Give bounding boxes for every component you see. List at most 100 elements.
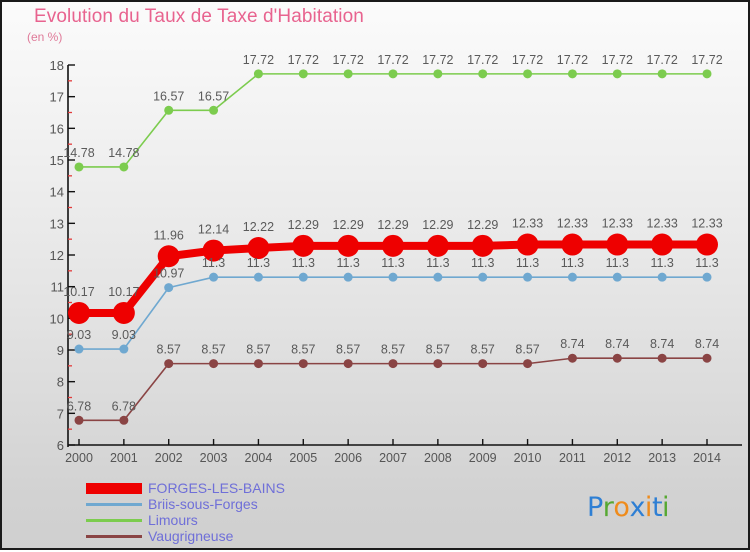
series-point [523,272,533,282]
series-point [657,272,667,282]
series-point [382,234,404,257]
page-title: Evolution du Taux de Taxe d'Habitation [34,6,364,27]
chart-units-label: (en %) [27,30,63,44]
y-axis-tick-label: 13 [50,216,64,231]
series-value-label: 8.57 [246,343,270,357]
series-value-label: 6.78 [67,399,91,413]
series-value-label: 17.72 [691,53,722,67]
legend-item-3[interactable]: Vaugrigneuse [86,528,446,544]
legend-item-label: Briis-sous-Forges [148,495,258,512]
series-point [702,353,712,363]
series-value-label: 9.03 [112,328,136,342]
legend-swatch [86,482,142,494]
series-value-label: 8.57 [157,343,181,357]
y-axis-tick-label: 16 [50,121,64,136]
series-point [68,301,90,324]
series-value-label: 16.57 [198,89,229,103]
series-value-label: 8.57 [381,343,405,357]
series-point [209,272,219,282]
y-axis-tick-label: 7 [57,406,64,421]
series-value-label: 12.33 [647,217,678,231]
series-point [343,272,353,282]
y-axis-tick-label: 14 [50,185,64,200]
series-point [253,272,263,282]
series-point [523,69,533,79]
y-axis-tick-label: 6 [57,438,64,453]
logo-letter-6: i [662,492,670,523]
series-value-label: 10.17 [63,285,94,299]
legend-item-0[interactable]: FORGES-LES-BAINS [86,480,446,496]
x-axis-tick-label: 2010 [514,451,542,465]
logo-letter-0: P [587,492,603,523]
series-point [298,272,308,282]
series-point [696,233,718,256]
series-point [567,353,577,363]
series-point [164,105,174,115]
series-value-label: 16.57 [153,89,184,103]
series-value-label: 12.33 [557,217,588,231]
y-axis-tick-label: 11 [51,280,65,295]
series-value-label: 10.17 [108,285,139,299]
series-point [112,301,135,324]
series-point [298,69,308,79]
series-value-label: 14.78 [108,146,139,160]
series-value-label: 11.3 [561,256,584,270]
series-value-label: 11.3 [336,256,359,270]
x-axis-tick-label: 2001 [110,451,138,465]
series-value-label: 9.03 [67,328,91,342]
x-axis-tick-label: 2013 [648,451,676,465]
x-axis-tick-label: 2011 [559,451,586,465]
series-value-label: 11.96 [154,228,184,242]
series-point [612,69,622,79]
series-value-label: 12.29 [377,218,408,232]
series-point [561,233,584,256]
y-axis-tick-label: 8 [57,375,64,390]
series-value-label: 8.57 [291,343,315,357]
series-point [426,234,449,257]
series-value-label: 17.72 [467,53,498,67]
series-point [74,415,84,425]
series-point [157,245,180,268]
series-value-label: 14.78 [63,146,94,160]
legend-item-label: Vaugrigneuse [148,527,234,544]
legend-item-label: FORGES-LES-BAINS [148,479,285,496]
legend-item-1[interactable]: Briis-sous-Forges [86,496,446,512]
series-value-label: 17.72 [602,53,633,67]
logo-letter-5: t [651,492,663,523]
series-point [388,69,398,79]
series-point [343,69,353,79]
y-axis-tick-label: 17 [50,90,64,105]
series-value-label: 17.72 [422,53,453,67]
y-axis-tick-label: 18 [50,58,64,73]
series-point [292,234,315,257]
x-axis-tick-label: 2008 [424,451,452,465]
x-axis-tick-label: 2003 [200,451,228,465]
series-point [388,272,398,282]
series-value-label: 17.72 [647,53,678,67]
series-value-label: 11.3 [247,256,270,270]
y-axis-tick-label: 10 [50,311,64,326]
x-axis-tick-label: 2009 [469,451,497,465]
series-value-label: 17.72 [557,53,588,67]
legend-item-2[interactable]: Limours [86,512,446,528]
x-axis-tick-label: 2007 [379,451,407,465]
series-value-label: 12.33 [691,217,722,231]
series-point [606,233,629,256]
series-point [567,272,577,282]
series-point [516,233,539,256]
series-value-label: 17.72 [243,53,274,67]
series-value-label: 17.72 [288,53,319,67]
proxiti-logo[interactable]: Proxiti [587,492,670,523]
logo-letter-1: r [602,492,614,523]
series-point [523,359,533,369]
series-value-label: 17.72 [377,53,408,67]
series-point [433,272,443,282]
series-point [253,359,263,369]
series-point [433,69,443,79]
series-value-label: 12.29 [333,218,364,232]
series-value-label: 11.3 [202,256,225,270]
series-value-label: 8.57 [336,343,360,357]
series-point [702,272,712,282]
